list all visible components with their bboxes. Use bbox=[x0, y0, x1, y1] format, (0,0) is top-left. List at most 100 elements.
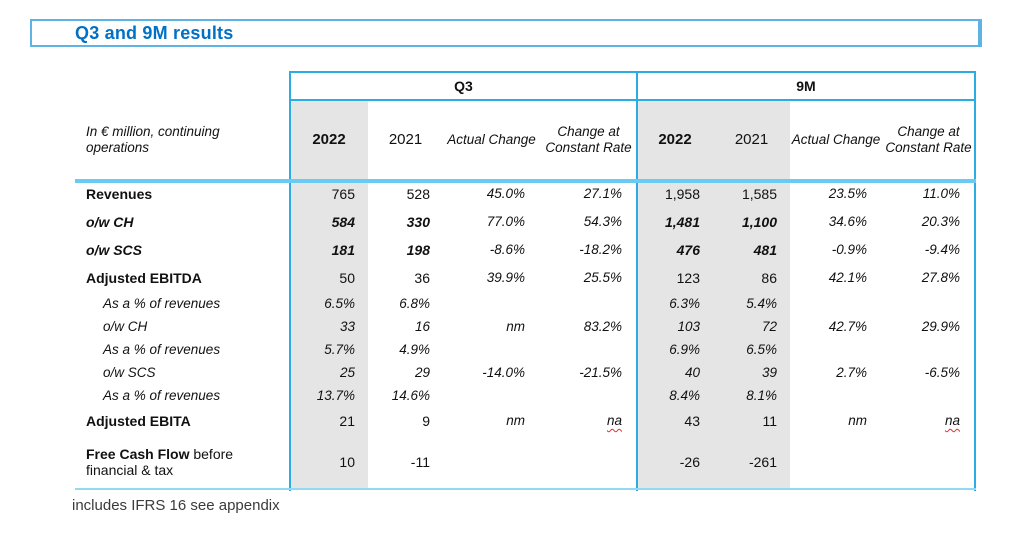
table-cell: 9 bbox=[422, 412, 430, 429]
table-cell bbox=[443, 338, 540, 361]
table-cell: nm bbox=[506, 413, 525, 429]
table-cell: 10 bbox=[339, 453, 355, 470]
row-label-pct-of-revenues: As a % of revenues bbox=[103, 387, 221, 403]
row-label-ow-ch: o/w CH bbox=[86, 213, 134, 230]
table-cell: 6.8% bbox=[399, 295, 430, 311]
table-right-vertical-rule bbox=[974, 71, 976, 491]
table-cell: 21 bbox=[339, 412, 355, 429]
table-cell: 481 bbox=[753, 241, 777, 258]
column-header-q3-2022: 2022 bbox=[312, 131, 346, 149]
section-header-9m: 9M bbox=[796, 77, 816, 94]
table-cell: 476 bbox=[676, 241, 700, 258]
table-cell: 2.7% bbox=[836, 364, 867, 380]
table-cell: 5.4% bbox=[746, 295, 777, 311]
table-cell bbox=[882, 435, 975, 489]
free-cash-flow-rest-label: before financial & tax bbox=[86, 445, 234, 478]
table-cell bbox=[790, 435, 882, 489]
table-cell: 123 bbox=[676, 269, 700, 286]
table-cell bbox=[882, 384, 975, 407]
row-label-ow-ch-sub: o/w CH bbox=[103, 318, 148, 334]
table-cell: 765 bbox=[331, 185, 355, 202]
table-cell: 43 bbox=[684, 412, 700, 429]
column-header-9m-2021: 2021 bbox=[734, 131, 769, 149]
na-spellcheck-underline: na bbox=[944, 413, 960, 429]
table-band-top-rule bbox=[289, 71, 976, 73]
table-cell: 39.9% bbox=[486, 270, 525, 286]
table-band-bottom-rule bbox=[289, 99, 976, 101]
table-cell: -0.9% bbox=[831, 242, 867, 258]
table-cell: 29.9% bbox=[921, 318, 960, 334]
table-cell bbox=[540, 435, 637, 489]
table-cell: 584 bbox=[331, 213, 355, 230]
column-header-9m-constant-rate: Change at Constant Rate bbox=[885, 124, 972, 155]
row-label-ow-scs-sub: o/w SCS bbox=[103, 364, 156, 380]
table-cell: 72 bbox=[761, 318, 777, 334]
table-cell: 77.0% bbox=[486, 214, 525, 230]
table-cell: 198 bbox=[406, 241, 430, 258]
table-cell: nm bbox=[506, 318, 525, 334]
table-cell: 25 bbox=[339, 364, 355, 380]
table-cell: -261 bbox=[748, 453, 777, 470]
table-cell: 33 bbox=[339, 318, 355, 334]
table-cell: 4.9% bbox=[399, 341, 430, 357]
table-cell: 11 bbox=[762, 412, 777, 429]
table-cell: 29 bbox=[414, 364, 430, 380]
table-cell: -6.5% bbox=[924, 364, 960, 380]
table-cell: 40 bbox=[684, 364, 700, 380]
table-cell bbox=[790, 384, 882, 407]
table-cell bbox=[540, 292, 637, 315]
column-header-9m-actual-change: Actual Change bbox=[791, 132, 881, 148]
table-cell bbox=[540, 384, 637, 407]
free-cash-flow-bold-label: Free Cash Flow bbox=[86, 445, 190, 462]
table-cell: 6.9% bbox=[669, 341, 700, 357]
table-cell: 25.5% bbox=[583, 270, 622, 286]
table-cell: -14.0% bbox=[482, 364, 525, 380]
table-cell: 16 bbox=[414, 318, 430, 334]
table-cell: 5.7% bbox=[324, 341, 355, 357]
table-cell: 528 bbox=[406, 185, 430, 202]
table-cell: 330 bbox=[406, 213, 430, 230]
table-cell: 34.6% bbox=[828, 214, 867, 230]
unit-label: In € million, continuing operations bbox=[86, 124, 220, 155]
table-cell: 42.1% bbox=[828, 270, 867, 286]
na-spellcheck-underline: na bbox=[606, 413, 622, 429]
table-cell: 8.4% bbox=[669, 387, 700, 403]
9m-2022-2021-column-shading bbox=[637, 100, 790, 489]
table-cell: 1,481 bbox=[664, 213, 700, 230]
footnote: includes IFRS 16 see appendix bbox=[72, 497, 280, 514]
table-cell: 8.1% bbox=[746, 387, 777, 403]
table-cell bbox=[790, 292, 882, 315]
table-cell bbox=[882, 338, 975, 361]
row-label-pct-of-revenues: As a % of revenues bbox=[103, 295, 221, 311]
table-cell bbox=[540, 338, 637, 361]
column-header-q3-actual-change: Actual Change bbox=[447, 132, 536, 148]
table-cell: 1,958 bbox=[664, 185, 700, 202]
table-cell: -21.5% bbox=[579, 364, 622, 380]
page-title: Q3 and 9M results bbox=[75, 22, 234, 43]
table-cell: 13.7% bbox=[316, 387, 355, 403]
results-table: In € million, continuing operations Q3 9… bbox=[75, 72, 975, 489]
column-header-q3-constant-rate: Change at Constant Rate bbox=[545, 124, 632, 155]
table-cell: nm bbox=[848, 413, 867, 429]
table-cell: 181 bbox=[331, 241, 355, 258]
table-bottom-rule bbox=[75, 488, 976, 490]
column-header-q3-2021: 2021 bbox=[388, 131, 423, 149]
section-header-q3: Q3 bbox=[454, 77, 473, 94]
table-cell: 6.5% bbox=[324, 295, 355, 311]
table-section-divider-rule bbox=[636, 71, 638, 491]
table-cell: -9.4% bbox=[924, 242, 960, 258]
table-cell: 54.3% bbox=[583, 214, 622, 230]
table-cell: 20.3% bbox=[921, 214, 960, 230]
table-cell: 27.8% bbox=[921, 270, 960, 286]
table-cell: 103 bbox=[677, 318, 700, 334]
table-cell bbox=[443, 292, 540, 315]
table-cell: 27.1% bbox=[583, 186, 622, 202]
row-label-ow-scs: o/w SCS bbox=[86, 241, 143, 258]
table-header-underline-rule bbox=[75, 179, 976, 183]
table-cell: na bbox=[882, 407, 975, 435]
table-cell: 11.0% bbox=[922, 186, 960, 202]
row-label-free-cash-flow: Free Cash Flow before financial & tax bbox=[75, 446, 290, 478]
table-cell: -18.2% bbox=[579, 242, 622, 258]
table-cell bbox=[790, 338, 882, 361]
table-cell: 39 bbox=[761, 364, 777, 380]
